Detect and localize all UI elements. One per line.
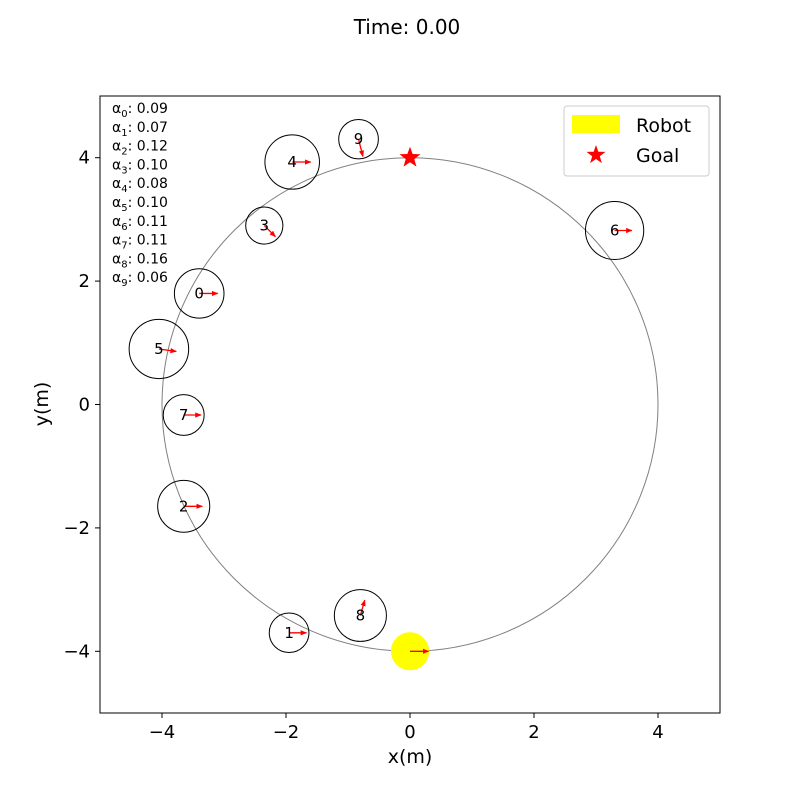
human-velocity-arrow: [357, 139, 364, 158]
human-id-label: 0: [194, 284, 204, 302]
human-circle: [157, 479, 211, 533]
human-3: 3: [245, 206, 284, 245]
human-velocity-arrow: [263, 225, 276, 238]
x-axis-label: x(m): [388, 746, 433, 768]
human-id-label: 1: [284, 624, 294, 642]
human-velocity-arrow: [158, 348, 177, 354]
goal-layer: [399, 146, 421, 167]
human-1: 1: [268, 612, 310, 654]
human-id-label: 3: [260, 217, 270, 235]
human-circle: [338, 118, 379, 160]
human-id-label: 2: [179, 497, 189, 515]
human-circle: [333, 589, 387, 642]
human-id-label: 7: [179, 406, 189, 424]
alpha-entry: α9: 0.06: [112, 270, 168, 289]
alpha-entry: α6: 0.11: [112, 214, 168, 233]
human-9: 9: [338, 118, 379, 160]
human-8: 8: [333, 589, 387, 642]
human-circle: [128, 318, 190, 380]
robot-layer: [390, 632, 430, 671]
human-id-label: 8: [356, 607, 366, 625]
alpha-entry: α7: 0.11: [112, 233, 168, 252]
human-id-label: 6: [610, 222, 620, 240]
x-tick-label: −4: [149, 722, 176, 743]
y-tick-label: 4: [79, 148, 90, 169]
x-tick-label: 4: [652, 722, 663, 743]
goal-star: [399, 146, 421, 167]
alpha-entry: α2: 0.12: [112, 139, 168, 158]
human-4: 4: [264, 134, 320, 190]
alpha-entry: α3: 0.10: [112, 157, 168, 176]
alpha-entry: α0: 0.09: [112, 101, 168, 120]
x-tick-label: 0: [404, 722, 415, 743]
legend: Robot Goal: [563, 105, 710, 177]
human-circle: [264, 134, 320, 190]
y-tick-label: 0: [79, 395, 90, 416]
human-velocity-arrow: [359, 599, 366, 616]
y-axis-label: y(m): [31, 382, 53, 427]
human-circle: [268, 612, 310, 654]
legend-robot-label: Robot: [636, 115, 691, 137]
legend-goal-label: Goal: [636, 145, 679, 167]
x-tick-label: −2: [273, 722, 300, 743]
y-tick-label: −2: [63, 518, 90, 539]
human-5: 5: [128, 318, 190, 380]
y-tick-label: 2: [79, 271, 90, 292]
humans-layer: 0 1 2 3 4 5 6 7 8 9: [128, 118, 645, 654]
human-id-label: 4: [287, 153, 297, 171]
alpha-entry: α1: 0.07: [112, 120, 168, 139]
legend-robot-swatch: [572, 115, 620, 133]
alpha-entry: α4: 0.08: [112, 176, 168, 195]
x-tick-label: 2: [528, 722, 539, 743]
human-0: 0: [173, 268, 225, 319]
alpha-entry: α8: 0.16: [112, 251, 168, 270]
alpha-entry: α5: 0.10: [112, 195, 168, 214]
plot-area: [99, 95, 721, 714]
human-2: 2: [157, 479, 211, 533]
legend-goal-star: [586, 145, 606, 164]
human-id-label: 9: [354, 130, 364, 148]
human-circle: [173, 268, 225, 319]
figure-title: Time: 0.00: [353, 15, 461, 39]
y-tick-label: −4: [63, 641, 90, 662]
human-6: 6: [584, 201, 645, 261]
human-7: 7: [162, 394, 205, 436]
human-circle: [162, 394, 205, 436]
human-circle: [584, 201, 645, 261]
human-id-label: 5: [154, 340, 164, 358]
human-circle: [245, 206, 284, 245]
ticks-layer: −4 −2 0 2 4 −4 −2 0 2 4: [63, 148, 663, 743]
